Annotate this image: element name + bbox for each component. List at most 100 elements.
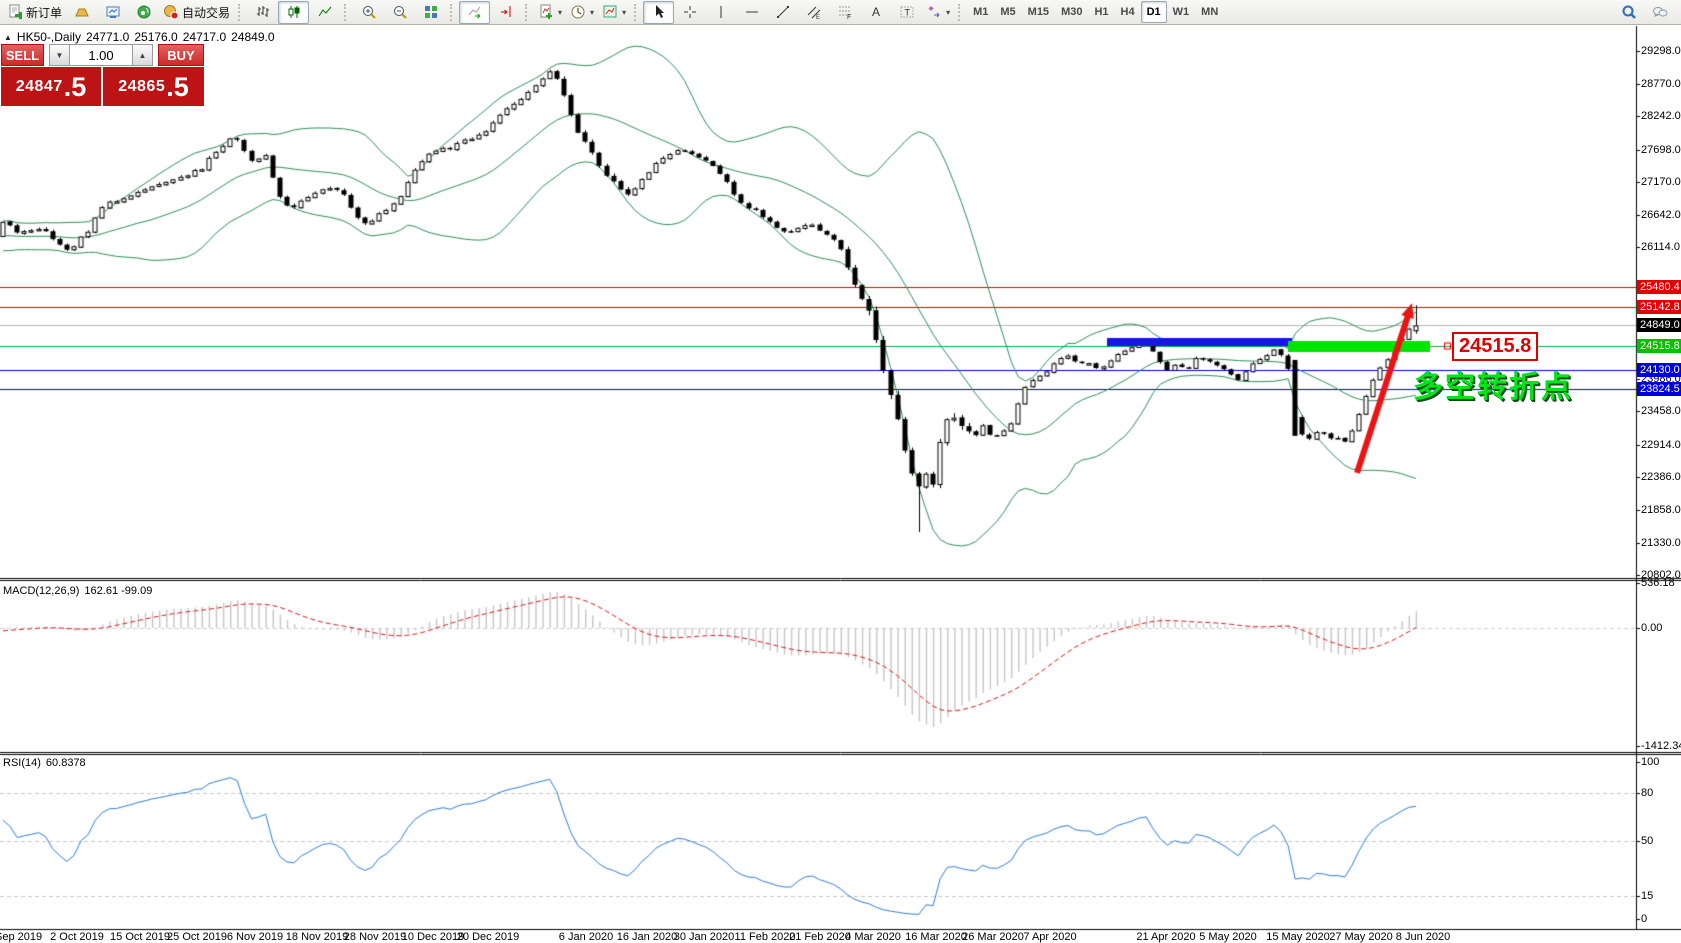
- rsi-tick-label: 0: [1641, 913, 1648, 926]
- macd-indicator-label: MACD(12,26,9) 162.61 -99.09: [3, 585, 152, 597]
- sell-price-fraction: .5: [63, 71, 87, 102]
- timeframe-w1-button[interactable]: W1: [1172, 6, 1190, 18]
- ohlc-close: 24849.0: [231, 30, 275, 44]
- new-order-button[interactable]: 新订单: [3, 1, 66, 24]
- volume-input[interactable]: [70, 44, 132, 66]
- profile-button[interactable]: [66, 1, 97, 24]
- cursor-button[interactable]: [643, 0, 675, 24]
- sell-button[interactable]: SELL: [1, 44, 44, 66]
- date-tick-label: 21 Apr 2020: [1136, 931, 1196, 943]
- auto-scroll-button[interactable]: [459, 0, 491, 24]
- rsi-tick-label: 80: [1641, 787, 1654, 800]
- chevron-down-icon: ▾: [558, 7, 563, 17]
- price-tick-label: 26642.0: [1641, 208, 1681, 221]
- candles-button[interactable]: [278, 0, 310, 24]
- timeframe-mn-button[interactable]: MN: [1201, 6, 1219, 18]
- buy-price-fraction: .5: [166, 71, 189, 102]
- price-level-badge: 23824.5: [1637, 381, 1681, 396]
- turning-point-label[interactable]: 多空转折点: [1413, 371, 1573, 404]
- date-tick-label: 18 Nov 2019: [285, 931, 349, 943]
- svg-text:F: F: [847, 14, 851, 20]
- date-tick-label: 4 Mar 2020: [845, 931, 901, 943]
- search-icon[interactable]: [1613, 1, 1644, 24]
- date-tick-label: 15 May 2020: [1266, 931, 1330, 943]
- price-level-badge: 24130.0: [1637, 362, 1681, 377]
- date-tick-label: 6 Nov 2019: [226, 931, 284, 943]
- templates-button[interactable]: ▾: [598, 1, 630, 24]
- date-tick-label: 27 May 2020: [1329, 931, 1393, 943]
- macd-values: 162.61 -99.09: [84, 585, 153, 597]
- price-tick-label: 29298.0: [1641, 45, 1681, 57]
- periods-button[interactable]: ▾: [566, 1, 598, 24]
- toolbar-grip: [344, 3, 349, 21]
- timeframe-h1-button[interactable]: H1: [1094, 6, 1109, 18]
- price-tick-label: 22914.0: [1641, 438, 1681, 451]
- date-tick-label: 20 Dec 2019: [456, 931, 520, 943]
- date-tick-label: 16 Mar 2020: [905, 931, 967, 943]
- sell-price-panel[interactable]: 24847 .5: [1, 67, 102, 106]
- signal-button[interactable]: [128, 1, 159, 24]
- text-label-button[interactable]: T: [891, 1, 922, 24]
- date-tick-label: 11 Feb 2020: [734, 931, 796, 943]
- zoom-out-button[interactable]: [384, 1, 415, 24]
- channel-button[interactable]: E: [798, 1, 829, 24]
- timeframe-m30-button[interactable]: M30: [1061, 6, 1083, 18]
- toolbar-grip: [238, 3, 243, 21]
- macd-tick-label: 0.00: [1641, 622, 1663, 634]
- ohlc-low: 24717.0: [182, 30, 227, 44]
- crosshair-button[interactable]: [674, 1, 705, 24]
- price-tick-label: 26114.0: [1641, 241, 1680, 254]
- rsi-indicator-label: RSI(14) 60.8378: [3, 757, 86, 769]
- date-tick-label: 28 Nov 2019: [343, 931, 407, 943]
- volume-decrease-button[interactable]: ▼: [49, 44, 70, 66]
- date-tick-label: 15 Oct 2019: [110, 931, 170, 943]
- date-tick-label: 10 Dec 2019: [401, 931, 465, 943]
- new-order-label: 新订单: [26, 5, 63, 20]
- timeframe-m1-button[interactable]: M1: [973, 6, 989, 18]
- date-tick-label: 5 May 2020: [1199, 931, 1257, 943]
- timeframe-d1-button[interactable]: D1: [1140, 1, 1167, 23]
- chat-icon[interactable]: [1644, 1, 1675, 24]
- rsi-tick-label: 100: [1641, 756, 1660, 768]
- bar-chart-button[interactable]: [247, 1, 278, 24]
- price-tick-label: 23458.0: [1641, 405, 1681, 418]
- fibonacci-button[interactable]: F: [829, 1, 860, 24]
- chevron-down-icon: ▾: [622, 7, 627, 17]
- trendline-button[interactable]: [767, 1, 798, 24]
- date-tick-label: 2 Oct 2019: [50, 931, 104, 943]
- svg-text:E: E: [816, 15, 820, 20]
- buy-button[interactable]: BUY: [158, 44, 204, 66]
- volume-increase-button[interactable]: ▲: [132, 44, 153, 66]
- text-button[interactable]: A: [860, 1, 891, 24]
- toolbar-grip: [958, 3, 963, 21]
- tile-windows-button[interactable]: [415, 1, 446, 24]
- price-level-badge: 25480.4: [1637, 279, 1681, 294]
- timeframe-m15-button[interactable]: M15: [1027, 6, 1050, 18]
- buy-price-panel[interactable]: 24865 .5: [103, 67, 204, 106]
- price-level-badge: 25142.8: [1637, 300, 1681, 315]
- price-tick-label: 21330.0: [1641, 536, 1681, 549]
- price-callout-box[interactable]: 24515.8: [1452, 332, 1539, 361]
- timeframe-group: M1 M5 M15 M30 H1 H4 D1 W1 MN: [967, 1, 1224, 23]
- timeframe-m5-button[interactable]: M5: [1000, 6, 1016, 18]
- date-tick-label: 21 Feb 2020: [789, 931, 851, 943]
- indicators-button[interactable]: ▾: [534, 1, 566, 24]
- zoom-in-button[interactable]: [353, 1, 384, 24]
- auto-trading-button[interactable]: 自动交易: [159, 1, 234, 24]
- date-tick-label: 9 Sep 2019: [0, 931, 43, 943]
- vline-button[interactable]: [705, 1, 736, 24]
- shapes-button[interactable]: ▾: [922, 1, 954, 24]
- timeframe-h4-button[interactable]: H4: [1120, 6, 1135, 18]
- chart-shift-button[interactable]: [490, 1, 521, 24]
- date-tick-label: 16 Jan 2020: [616, 931, 678, 943]
- buy-price: 24865: [118, 77, 166, 95]
- hline-button[interactable]: [736, 1, 767, 24]
- line-chart-button[interactable]: [309, 1, 340, 24]
- date-tick-label: 26 Mar 2020: [962, 931, 1024, 943]
- terminal-button[interactable]: [97, 1, 128, 24]
- date-tick-label: 25 Oct 2019: [167, 931, 227, 943]
- price-tick-label: 20802.0: [1641, 569, 1681, 582]
- toolbar-grip: [525, 3, 530, 21]
- price-tick-label: 27170.0: [1641, 176, 1681, 189]
